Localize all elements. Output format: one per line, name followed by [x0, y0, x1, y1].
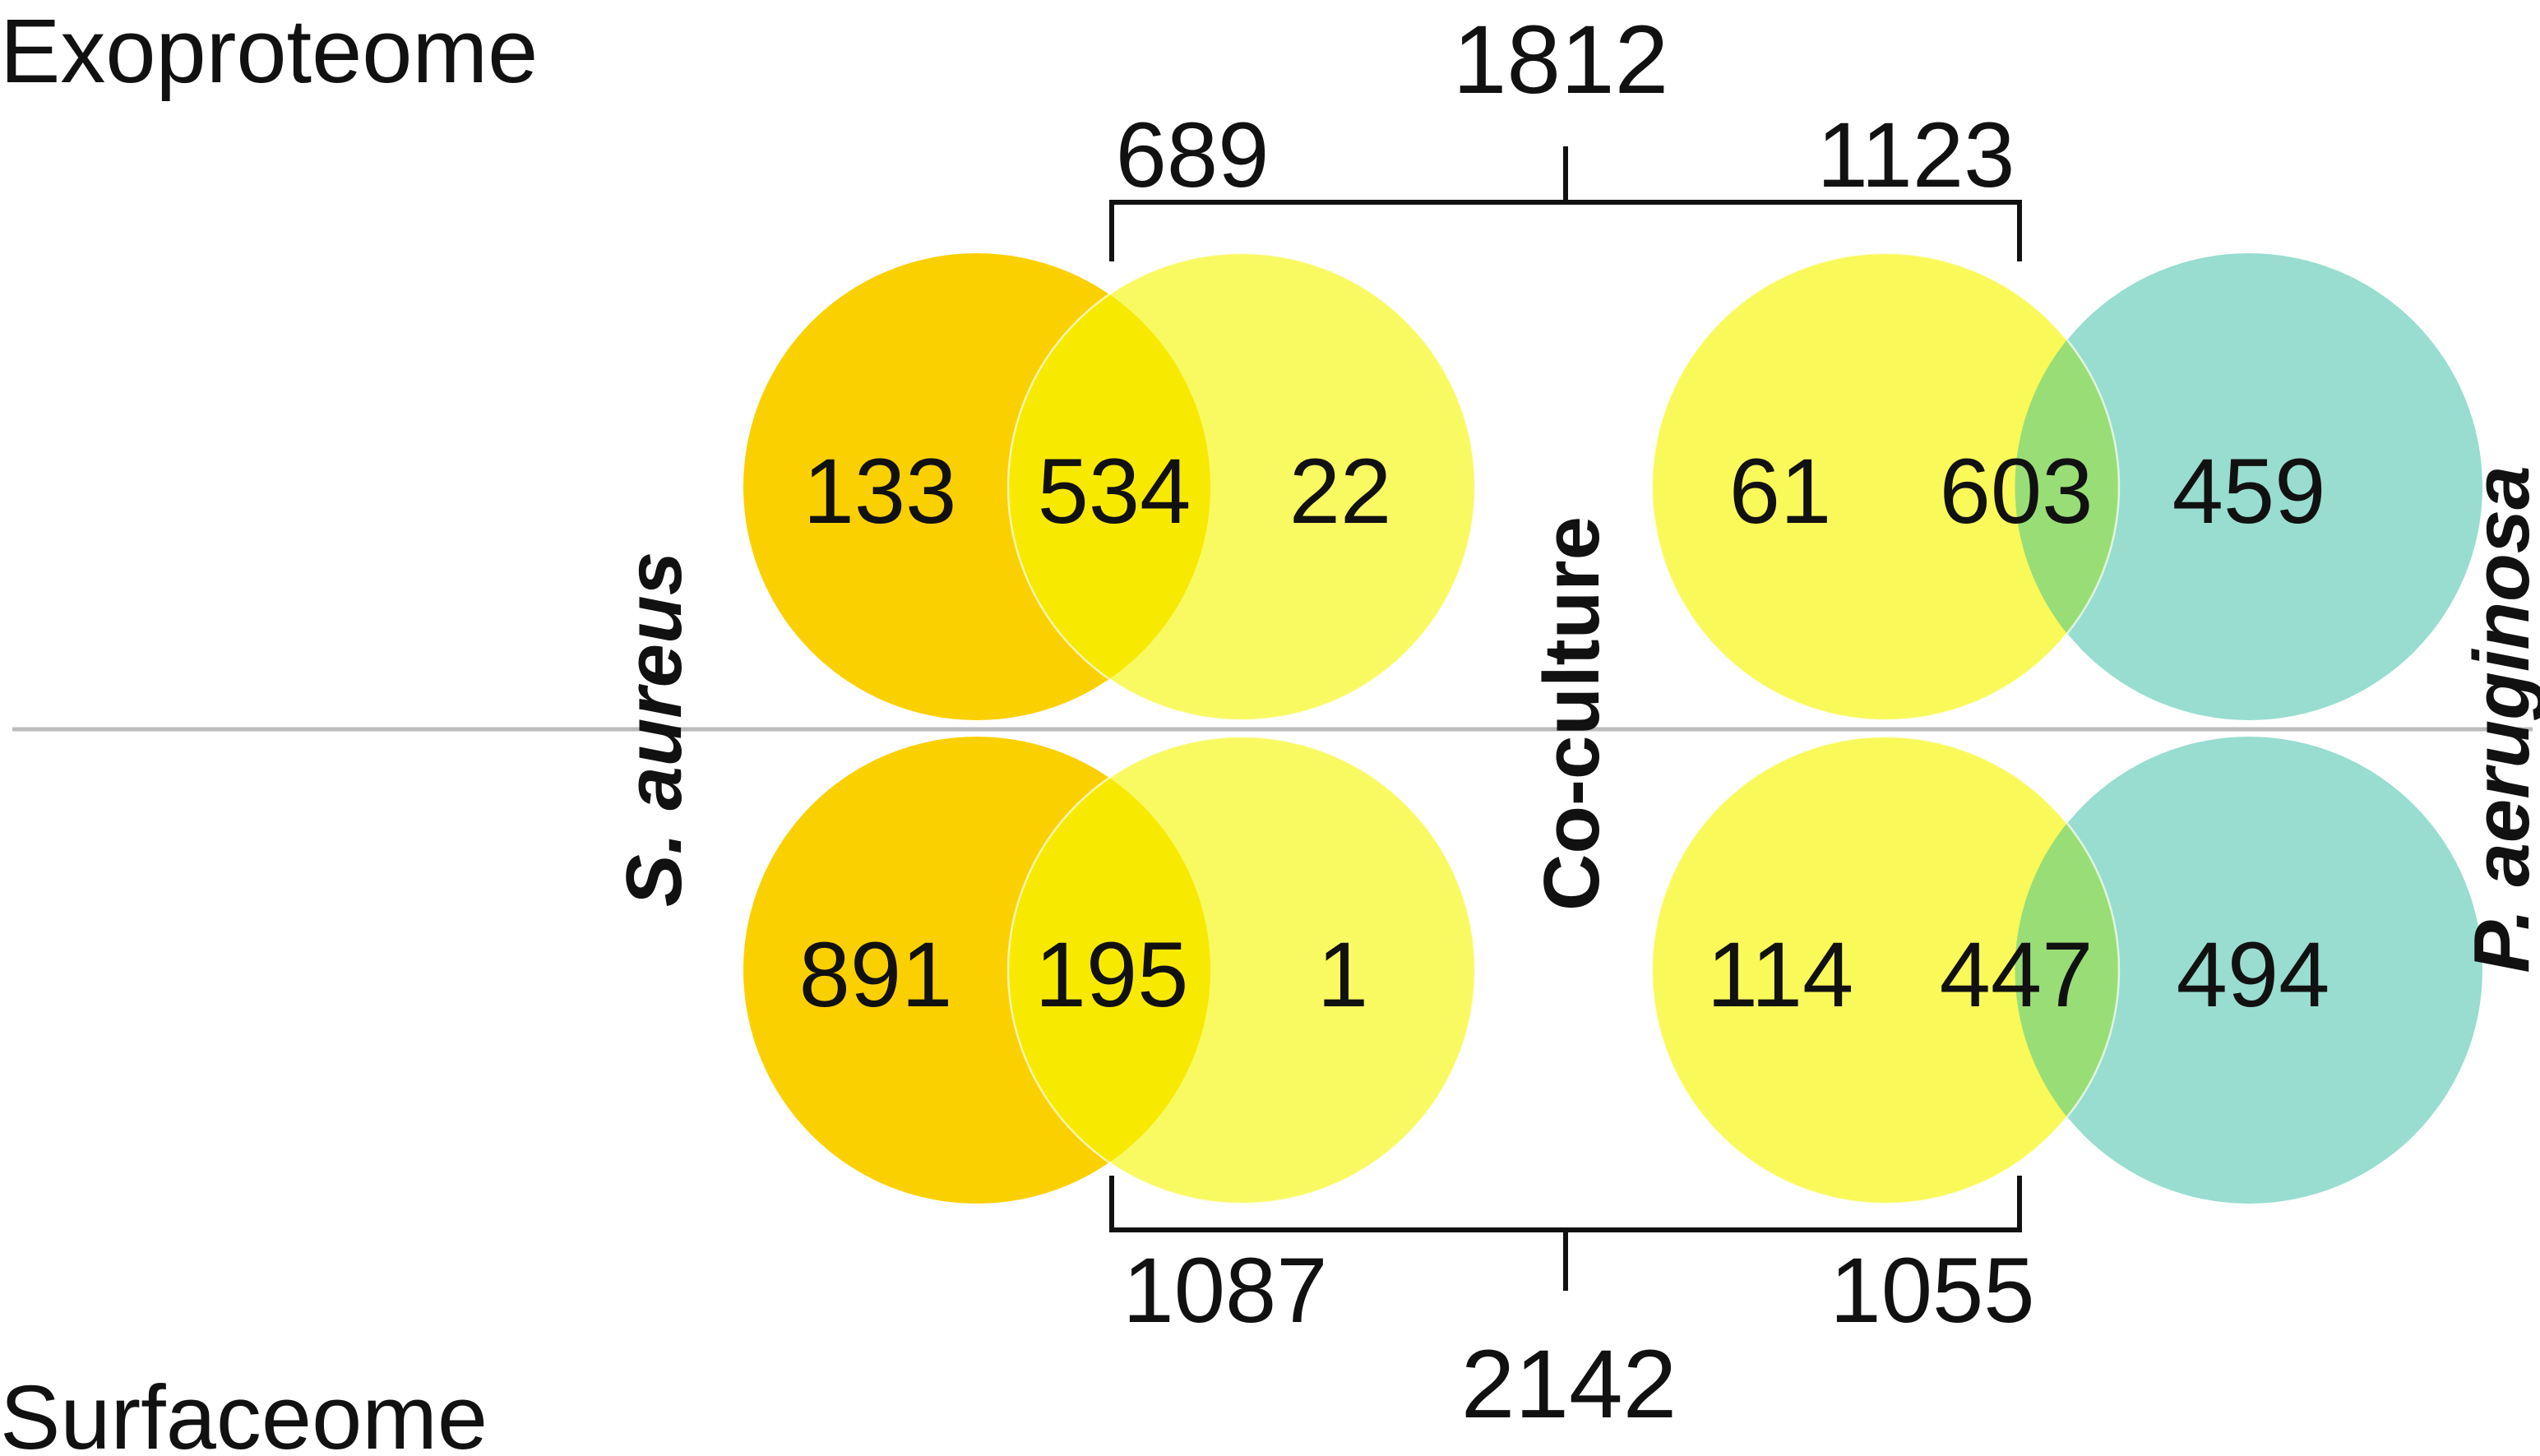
exoproteome-right-total: 1123 — [1817, 104, 2015, 206]
exoproteome-total: 1812 — [1453, 6, 1669, 114]
exoproteome-venn-left — [743, 252, 1477, 722]
region-count: 891 — [799, 923, 953, 1026]
region-count: 1 — [1317, 923, 1368, 1026]
circle-outline — [1650, 252, 2121, 722]
region-count: 133 — [803, 440, 957, 543]
top-bracket — [1109, 146, 2022, 261]
overlap-region — [1007, 778, 1211, 1162]
region-count: 114 — [1707, 923, 1854, 1026]
surfaceome-right-total: 1055 — [1830, 1239, 2034, 1342]
surfaceome-total: 2142 — [1461, 1330, 1677, 1439]
region-count: 195 — [1035, 923, 1189, 1026]
p-aeruginosa-label: P. aeruginosa — [2458, 465, 2540, 973]
bottom-bracket — [1109, 1176, 2022, 1291]
circle-outline — [1006, 735, 1477, 1205]
region-count: 22 — [1289, 440, 1392, 543]
region-count: 447 — [1940, 923, 2094, 1026]
co-culture-label: Co-culture — [1528, 516, 1616, 911]
exoproteome-label: Exoproteome — [0, 1, 538, 102]
exoproteome-left-total: 689 — [1116, 104, 1270, 206]
s-aureus-label: S. aureus — [610, 552, 698, 907]
region-count: 459 — [2172, 440, 2326, 543]
co-culture-circle — [1652, 253, 2119, 720]
overlap-region — [1007, 294, 1211, 679]
co-culture-circle — [1652, 737, 2119, 1204]
overlap-region — [2015, 340, 2120, 634]
surfaceome-venn-right — [1650, 735, 2482, 1205]
circle-outline — [1006, 252, 1477, 722]
exoproteome-venn-right — [1650, 252, 2482, 722]
region-count: 494 — [2177, 923, 2330, 1026]
surfaceome-venn-left — [743, 735, 1477, 1205]
p-aeruginosa-circle — [2015, 737, 2482, 1204]
p-aeruginosa-circle — [2015, 253, 2482, 720]
region-count: 534 — [1038, 440, 1191, 543]
surfaceome-left-total: 1087 — [1122, 1239, 1327, 1342]
region-count: 61 — [1729, 440, 1832, 543]
surfaceome-label: Surfaceome — [0, 1367, 488, 1456]
overlap-region — [2015, 823, 2120, 1117]
circle-outline — [1650, 735, 2121, 1205]
region-count: 603 — [1940, 440, 2094, 543]
